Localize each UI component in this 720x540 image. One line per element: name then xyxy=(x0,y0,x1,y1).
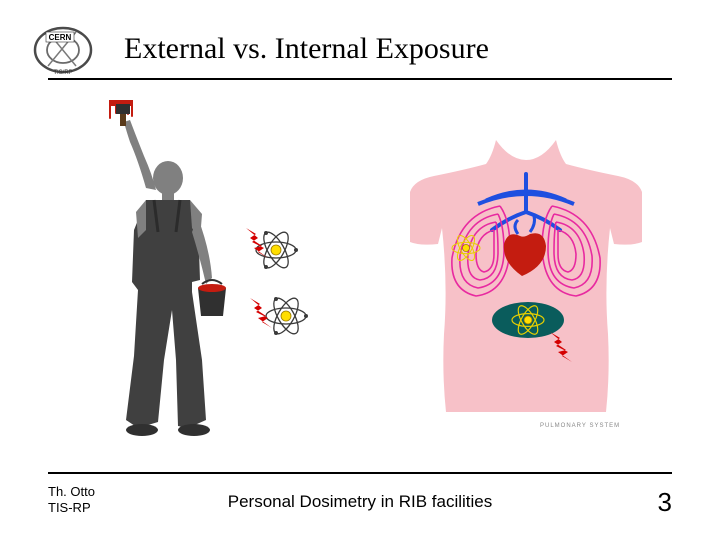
paint-bucket-icon xyxy=(198,280,226,316)
slide-title: External vs. Internal Exposure xyxy=(124,32,489,66)
svg-text:CERN: CERN xyxy=(49,33,72,42)
cern-logo: CERN TIS/RP xyxy=(28,22,98,77)
page-number: 3 xyxy=(658,487,672,518)
lightning-icon xyxy=(250,298,272,328)
divider-top xyxy=(48,78,672,80)
slide-footer: Th. Otto TIS-RP Personal Dosimetry in RI… xyxy=(0,482,720,522)
external-exposure-figure xyxy=(80,100,340,440)
internal-exposure-figure xyxy=(400,134,650,424)
atom-icon xyxy=(256,229,298,272)
pulmonary-caption: PULMONARY SYSTEM xyxy=(540,423,620,429)
divider-bottom xyxy=(48,472,672,474)
slide-content: PULMONARY SYSTEM xyxy=(0,100,720,460)
footer-title: Personal Dosimetry in RIB facilities xyxy=(0,492,720,512)
svg-text:TIS/RP: TIS/RP xyxy=(53,70,72,76)
atom-icon xyxy=(266,295,308,338)
